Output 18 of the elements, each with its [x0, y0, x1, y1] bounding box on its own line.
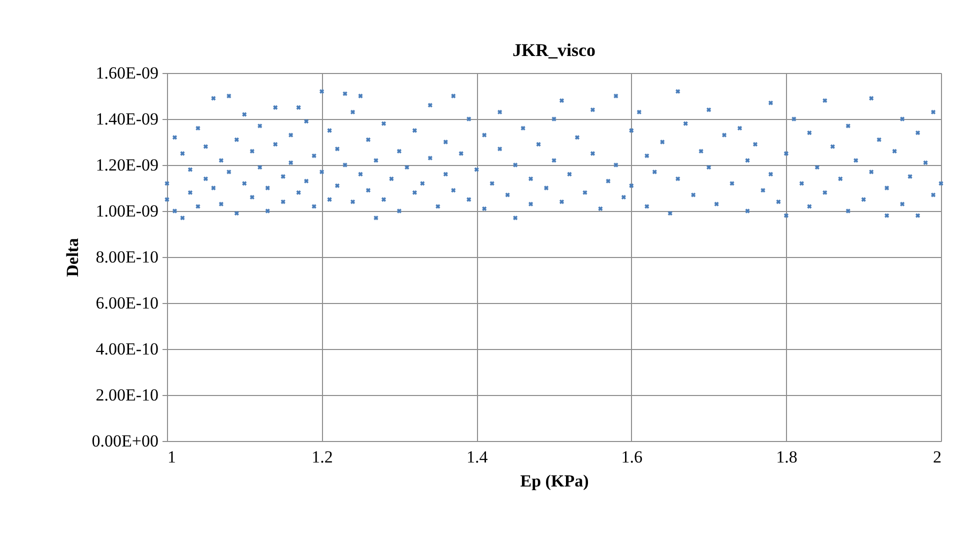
- y-axis-title: Delta: [62, 238, 82, 277]
- x-tick-label: 1.8: [776, 448, 798, 466]
- x-axis-title: Ep (KPa): [520, 472, 589, 490]
- x-tick-label: 1.2: [312, 448, 333, 466]
- x-tick-label: 2: [933, 448, 942, 466]
- y-tick-label: 0.00E+00: [92, 432, 158, 450]
- y-tick-label: 1.60E-09: [96, 64, 158, 82]
- chart-title: JKR_visco: [512, 40, 596, 60]
- y-tick-label: 1.40E-09: [96, 110, 158, 128]
- y-tick-label: 1.20E-09: [96, 156, 158, 174]
- y-tick-label: 6.00E-10: [96, 294, 158, 312]
- x-tick-label: 1.6: [621, 448, 643, 466]
- y-tick-label: 8.00E-10: [96, 248, 158, 266]
- y-tick-label: 4.00E-10: [96, 340, 158, 358]
- x-tick-label: 1: [168, 448, 176, 466]
- y-tick-label: 1.00E-09: [96, 202, 158, 220]
- y-tick-label: 2.00E-10: [96, 386, 158, 404]
- x-tick-label: 1.4: [466, 448, 488, 466]
